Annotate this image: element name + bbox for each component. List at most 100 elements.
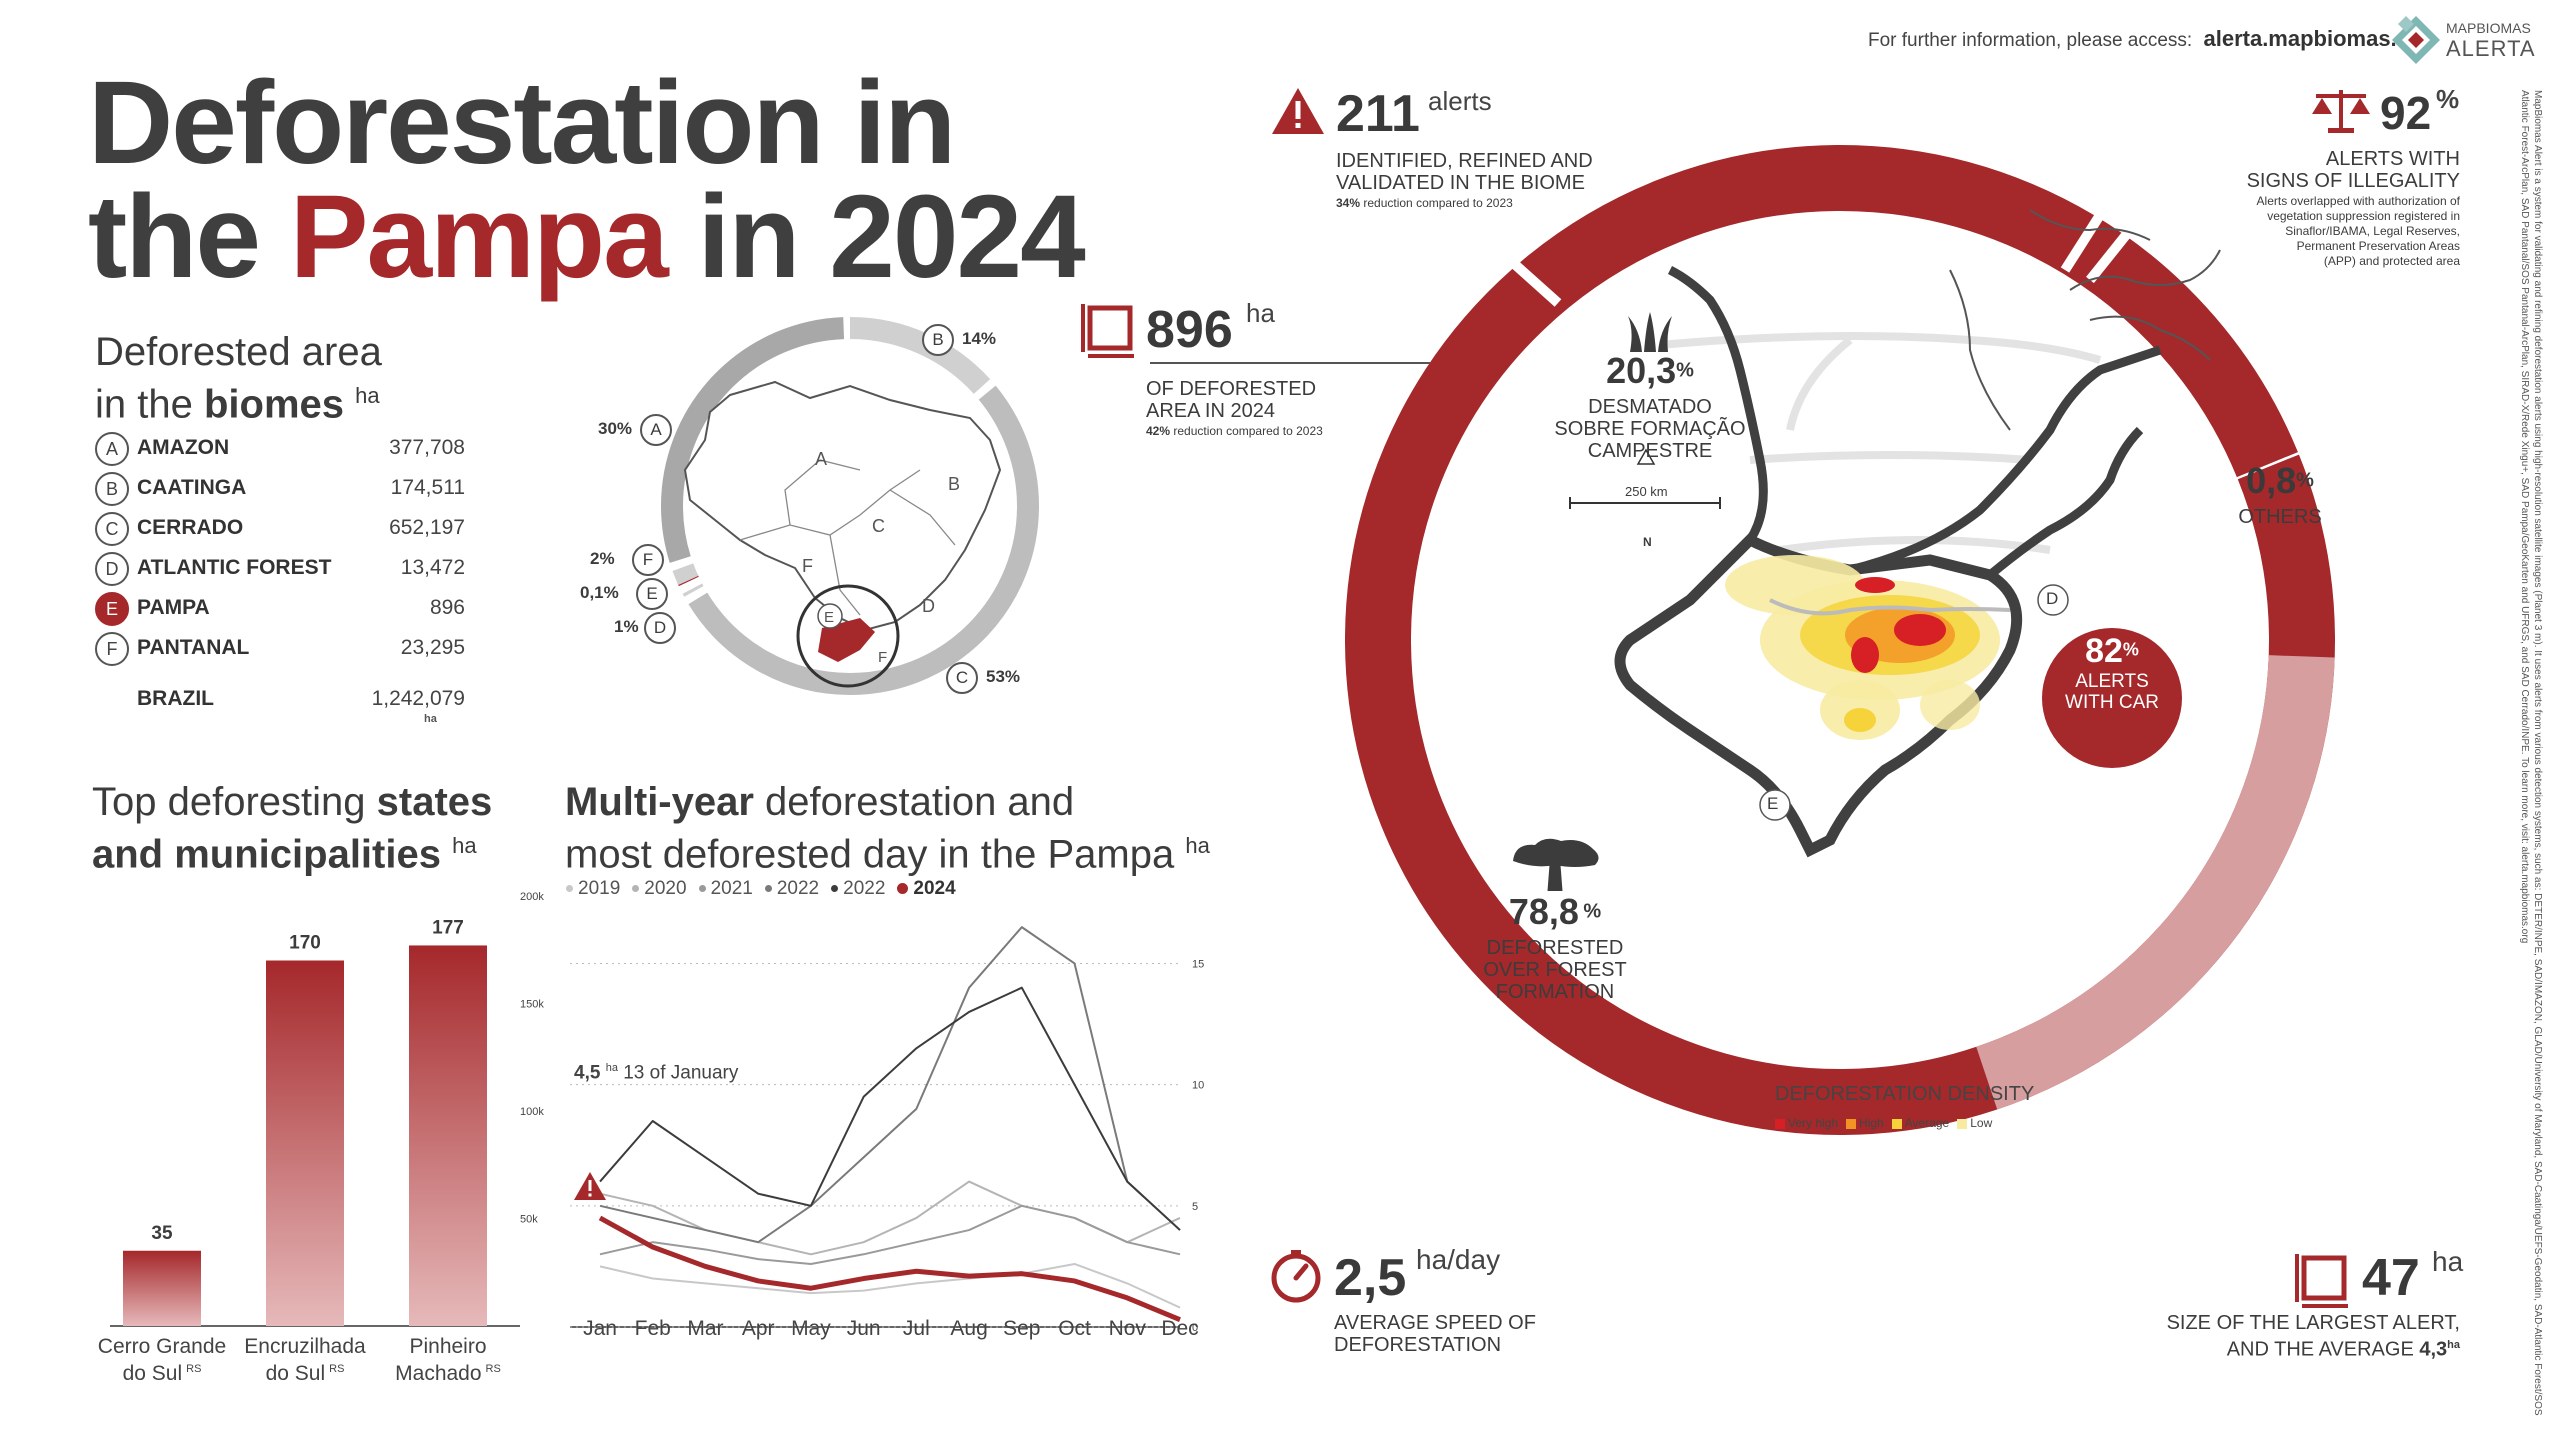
- bar-value-label: 35: [151, 1223, 173, 1244]
- density-label: Average: [1904, 1116, 1950, 1130]
- line-month-label: Nov: [1109, 1317, 1147, 1340]
- biome-row-caatinga: B CAATINGA 174,511: [95, 472, 465, 506]
- alert-triangle-icon: [1272, 88, 1324, 134]
- title-line2-pre: the: [88, 171, 290, 303]
- map-letter-f2: F: [878, 649, 887, 666]
- biomes-title-pre: in the: [95, 382, 204, 427]
- bar-category-line1: Pinheiro: [409, 1335, 487, 1358]
- biome-name: AMAZON: [137, 436, 230, 459]
- line-legend-dot: [764, 885, 772, 893]
- line-legend-item: 2021: [698, 878, 753, 899]
- density-label: Very high: [1788, 1116, 1839, 1130]
- state-outlines: [1659, 332, 2102, 554]
- largest-line2-pre: AND THE AVERAGE: [2226, 1338, 2420, 1361]
- line-month-label: Jun: [847, 1317, 881, 1340]
- forest-line3: FORMATION: [1495, 981, 1615, 1003]
- alerts-note-bold: 34%: [1336, 196, 1361, 210]
- line-series-5: [598, 1215, 1181, 1323]
- biomes-title-line2: in the biomes ha: [95, 374, 382, 426]
- line-legend-label: 2019: [578, 878, 621, 899]
- line-legend-item: 2022: [764, 878, 819, 899]
- line-legend-dot: [831, 885, 839, 893]
- line-legend-label: 2021: [710, 878, 753, 899]
- bar-category-state: RS: [186, 1363, 202, 1375]
- car-number: 82: [2085, 632, 2123, 670]
- car-line1: ALERTS: [2075, 671, 2149, 692]
- area-unit: ha: [1246, 298, 1275, 328]
- biome-borders: [739, 459, 956, 616]
- bar-category-state: RS: [329, 1363, 345, 1375]
- donut-label-f-letter: F: [632, 544, 664, 576]
- mapbiomas-logo[interactable]: MAPBIOMAS ALERTA: [2390, 14, 2540, 66]
- bar-category-label: Cerro Grande do Sul RS: [72, 1336, 252, 1385]
- density-avg-2: [1844, 708, 1876, 732]
- donut-label-e-pct: 0,1%: [580, 583, 619, 602]
- others-unit: %: [2296, 469, 2314, 492]
- alerts-note-text: reduction compared to 2023: [1360, 196, 1513, 210]
- biome-total-value: 1,242,079: [371, 687, 465, 710]
- coast-detail: [1949, 209, 2221, 431]
- biome-letter-badge: C: [95, 512, 129, 546]
- states-title: Top deforesting states and municipalitie…: [92, 780, 492, 876]
- brazil-outline: [683, 380, 1002, 632]
- density-title: DEFORESTATION DENSITY: [1775, 1083, 2035, 1105]
- alerts-note: 34% reduction compared to 2023: [1336, 196, 1513, 210]
- info-text: For further information, please access: …: [1868, 26, 2432, 52]
- area-measure-icon: [1081, 304, 1134, 358]
- forest-number-line: 78,8 %: [1460, 891, 1650, 933]
- bar-category-line2: do Sul RS: [72, 1358, 252, 1385]
- map-region-e-ring: [1759, 789, 1791, 821]
- bar-category-state: RS: [485, 1363, 501, 1375]
- biome-value: 377,708: [389, 436, 465, 459]
- bar-category-line2-text: Machado: [395, 1362, 482, 1385]
- line-legend-dot: [566, 885, 573, 893]
- states-title-bold2: and municipalities: [92, 832, 441, 877]
- biome-row-cerrado: C CERRADO 652,197: [95, 512, 465, 546]
- bar-chart: 200k 150k 100k 50k 35 170 177: [110, 891, 544, 1327]
- donut-arcs: [661, 317, 1039, 695]
- donut-label-b-pct: 14%: [962, 329, 997, 348]
- biome-row-pantanal: F PANTANAL 23,295: [95, 632, 465, 666]
- density-label: High: [1859, 1116, 1884, 1130]
- biome-value: 896: [429, 596, 465, 619]
- states-unit: ha: [452, 833, 477, 858]
- forest-line2: OVER FOREST: [1483, 959, 1627, 981]
- biome-value: 174,511: [390, 476, 465, 499]
- line-legend-label: 2024: [913, 878, 956, 899]
- map-letter-e-ring: [817, 603, 843, 629]
- line-y-tick: 15: [1192, 958, 1204, 970]
- bar-category-line1: Cerro Grande: [97, 1335, 227, 1358]
- largest-unit: ha: [2432, 1246, 2464, 1277]
- line-series-3: [599, 926, 1181, 1244]
- line-month-label: Dec: [1161, 1317, 1198, 1340]
- line-series-4: [599, 986, 1181, 1231]
- car-line2: WITH CAR: [2065, 692, 2159, 713]
- line-legend-item: 2022: [831, 878, 885, 899]
- others-label: OTHERS: [2238, 506, 2322, 528]
- ring-campestre: [1345, 145, 2335, 1135]
- biome-name: PAMPA: [137, 596, 210, 619]
- bar-y-tick: 100k: [520, 1106, 544, 1118]
- largest-area-icon: [2295, 1254, 2348, 1308]
- line-series-2: [599, 1204, 1181, 1265]
- line-legend-dot: [698, 885, 706, 893]
- bar-category-label: Pinheiro Machado RS: [358, 1336, 538, 1385]
- density-legend-item: Very high: [1775, 1116, 1838, 1130]
- car-unit: %: [2122, 639, 2139, 660]
- biome-row-amazon: A AMAZON 377,708: [95, 432, 465, 466]
- area-desc-line1: OF DEFORESTED: [1146, 378, 1317, 400]
- grass-icon: [1628, 312, 1672, 352]
- multiyear-title: Multi-year deforestation and most defore…: [565, 780, 1210, 876]
- annotation-unit: ha: [605, 1062, 618, 1074]
- bar-value-label: 170: [289, 933, 321, 954]
- illegality-desc-line1: ALERTS WITH: [2325, 148, 2460, 170]
- ring-gaps: [1506, 212, 2134, 307]
- states-title-bold1: states: [376, 780, 493, 824]
- car-badge: [2042, 628, 2182, 768]
- density-legend-item: Low: [1957, 1116, 1992, 1130]
- scale-justice-icon: [2312, 90, 2370, 133]
- forest-number: 78,8: [1508, 891, 1579, 932]
- title-line2-post: in 2024: [666, 171, 1086, 303]
- illegality-note: Alerts overlapped with authorization of …: [2257, 194, 2460, 269]
- illegality-note-3: Sinaflor/IBAMA, Legal Reserves,: [2285, 224, 2460, 238]
